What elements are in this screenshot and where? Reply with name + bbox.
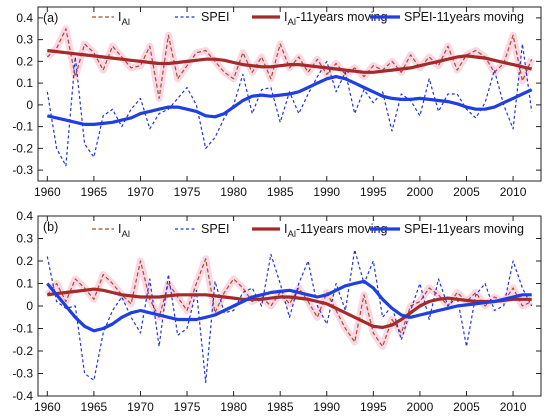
x-tick-label: 1995 bbox=[360, 185, 387, 199]
x-tick-label: 2000 bbox=[407, 400, 434, 414]
x-tick-label: 1970 bbox=[127, 400, 154, 414]
x-tick-label: 1960 bbox=[34, 400, 61, 414]
y-tick-label: -0.1 bbox=[12, 120, 33, 134]
y-tick-label: 0.3 bbox=[16, 33, 33, 47]
panel-b: 1960 1965 1970 1975 1980 1985 1990 1995 2000 2005… bbox=[12, 209, 542, 414]
y-tick-label: 0.1 bbox=[16, 76, 33, 90]
series-line-spei bbox=[46, 43, 533, 167]
series-line-ial bbox=[46, 28, 533, 100]
panel-tag: (a) bbox=[43, 11, 58, 25]
y-tick-label: 0.4 bbox=[16, 209, 33, 223]
x-tick-label: 1970 bbox=[127, 185, 154, 199]
legend-label-spei: SPEI bbox=[201, 222, 230, 236]
series-line-spei-moving bbox=[46, 74, 533, 127]
legend-label-spei-moving: SPEI-11years moving bbox=[404, 10, 524, 24]
x-tick-label: 1965 bbox=[81, 185, 108, 199]
y-tick-label: 0.1 bbox=[16, 277, 33, 291]
plot-area bbox=[44, 25, 535, 167]
x-tick-label: 2010 bbox=[500, 185, 527, 199]
panel-a: 1960 1965 1970 1975 1980 1985 1990 1995 2000 2005… bbox=[12, 6, 542, 199]
x-tick-label: 1960 bbox=[34, 185, 61, 199]
x-tick-label: 1965 bbox=[81, 400, 108, 414]
series-line-spei-moving bbox=[46, 279, 532, 333]
x-tick-label: 1980 bbox=[220, 185, 247, 199]
y-tick-label: -0.3 bbox=[12, 367, 33, 381]
x-tick-label: 2005 bbox=[453, 400, 480, 414]
x-tick-label: 1985 bbox=[267, 400, 294, 414]
x-tick-label: 1990 bbox=[313, 400, 340, 414]
y-tick-label: -0.2 bbox=[12, 344, 33, 358]
series-line-ial-moving bbox=[47, 48, 533, 74]
y-tick-label: -0.1 bbox=[12, 322, 33, 336]
legend-label-ial-moving: IAl-11years moving bbox=[284, 10, 387, 28]
y-tick-label: 0 bbox=[26, 98, 33, 112]
x-tick-label: 2005 bbox=[453, 185, 480, 199]
y-tick-label: -0.4 bbox=[12, 389, 33, 403]
x-tick-label: 2010 bbox=[500, 400, 527, 414]
y-tick-label: 0.4 bbox=[16, 11, 33, 25]
legend-label-ial: IAl bbox=[118, 222, 130, 240]
x-tick-label: 1985 bbox=[267, 185, 294, 199]
legend-label-ial-moving: IAl-11years moving bbox=[284, 222, 387, 240]
legend-label-spei: SPEI bbox=[201, 10, 230, 24]
x-tick-label: 1990 bbox=[313, 185, 340, 199]
legend-label-ial: IAl bbox=[118, 10, 130, 28]
y-tick-label: 0.3 bbox=[16, 232, 33, 246]
x-tick-label: 1995 bbox=[360, 400, 387, 414]
plot-area bbox=[44, 249, 534, 384]
x-tick-label: 1975 bbox=[174, 185, 201, 199]
x-tick-label: 1975 bbox=[174, 400, 201, 414]
y-tick-label: -0.2 bbox=[12, 141, 33, 155]
y-tick-label: 0 bbox=[26, 299, 33, 313]
x-tick-label: 1980 bbox=[220, 400, 247, 414]
x-tick-label: 2000 bbox=[407, 185, 434, 199]
series-line-ial-moving bbox=[47, 287, 532, 329]
panel-tag: (b) bbox=[43, 220, 58, 234]
series-line-ial bbox=[46, 258, 532, 348]
y-tick-label: 0.2 bbox=[16, 254, 33, 268]
y-tick-label: -0.3 bbox=[12, 163, 33, 177]
series-line-spei bbox=[46, 249, 533, 384]
legend-label-spei-moving: SPEI-11years moving bbox=[404, 222, 524, 236]
y-tick-label: 0.2 bbox=[16, 54, 33, 68]
